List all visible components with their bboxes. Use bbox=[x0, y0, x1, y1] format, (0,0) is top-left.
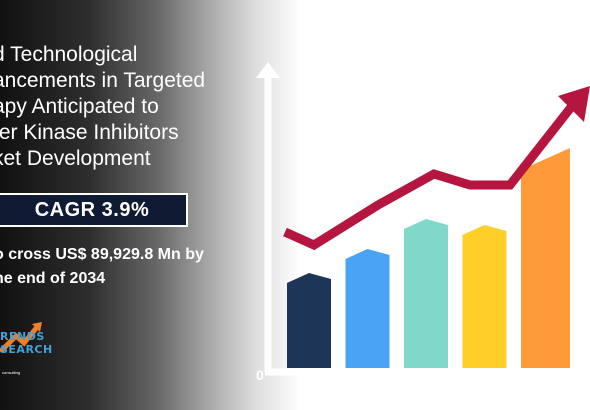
headline-line-1: d Technological bbox=[0, 43, 138, 66]
bar-4 bbox=[462, 225, 507, 368]
cagr-badge: CAGR 3.9% bbox=[0, 193, 188, 227]
company-logo-icon bbox=[0, 322, 42, 353]
logo-line-1: RENDS bbox=[0, 330, 45, 343]
bar-2 bbox=[345, 249, 390, 368]
forecast-line-1: o cross US$ 89,929.8 Mn by bbox=[0, 246, 204, 263]
headline-line-5: ket Development bbox=[0, 147, 151, 170]
headline: d Technological ancements in Targeted ap… bbox=[0, 42, 263, 172]
forecast-line-2: he end of 2034 bbox=[0, 270, 106, 287]
bar-3 bbox=[404, 219, 448, 368]
company-logo-text: RENDS SEARCH bbox=[0, 330, 53, 356]
y-axis-arrow-icon bbox=[256, 62, 280, 78]
logo-line-2: SEARCH bbox=[0, 343, 53, 356]
trend-arrow-icon bbox=[558, 86, 590, 122]
forecast-text: o cross US$ 89,929.8 Mn by he end of 203… bbox=[0, 243, 264, 291]
bar-6 bbox=[521, 148, 570, 368]
trend-line bbox=[283, 103, 576, 251]
headline-line-3: apy Anticipated to bbox=[0, 95, 159, 118]
headline-line-2: ancements in Targeted bbox=[0, 69, 206, 92]
origin-label: 0 bbox=[256, 367, 264, 383]
headline-line-4: ter Kinase Inhibitors bbox=[0, 121, 179, 144]
logo-tagline: consulting bbox=[2, 370, 21, 375]
bar-1 bbox=[287, 273, 331, 368]
